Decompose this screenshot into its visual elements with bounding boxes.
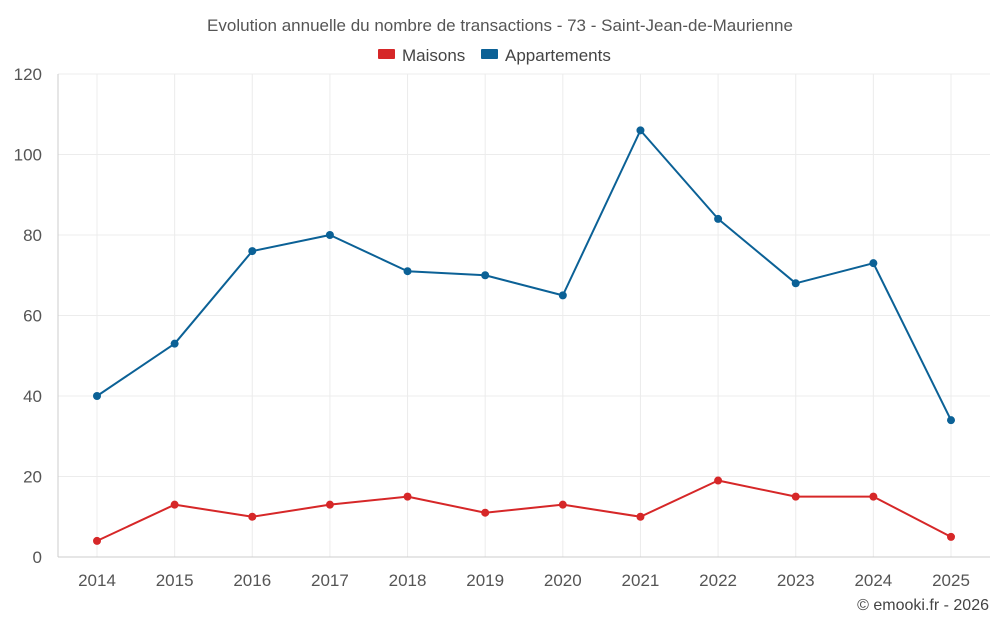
series xyxy=(93,126,955,545)
series-appartements xyxy=(93,126,955,425)
y-tick-label: 120 xyxy=(14,65,42,84)
y-tick-label: 40 xyxy=(23,387,42,406)
data-point-appartements[interactable] xyxy=(325,231,334,239)
data-point-appartements[interactable] xyxy=(869,259,878,268)
x-tick-label: 2022 xyxy=(699,571,737,590)
x-tick-label: 2016 xyxy=(233,571,271,590)
credit-text: © emooki.fr - 2026 xyxy=(857,597,989,614)
series-maisons xyxy=(93,476,955,545)
data-point-appartements[interactable] xyxy=(714,214,723,223)
x-tick-label: 2018 xyxy=(389,571,427,590)
y-tick-label: 20 xyxy=(23,468,42,487)
data-point-appartements[interactable] xyxy=(636,126,645,135)
y-tick-label: 100 xyxy=(14,146,42,165)
data-point-appartements[interactable] xyxy=(170,339,179,348)
y-tick-label: 60 xyxy=(23,307,42,326)
legend-label-appartements: Appartements xyxy=(505,46,611,65)
data-point-maisons[interactable] xyxy=(481,508,490,517)
data-point-appartements[interactable] xyxy=(791,279,800,288)
legend-swatch-maisons xyxy=(378,49,395,59)
series-line-maisons xyxy=(96,479,952,542)
y-tick-label: 0 xyxy=(33,548,42,567)
x-tick-label: 2020 xyxy=(544,571,582,590)
data-point-appartements[interactable] xyxy=(558,291,567,300)
data-point-maisons[interactable] xyxy=(947,532,955,541)
data-point-maisons[interactable] xyxy=(558,500,567,509)
data-point-maisons[interactable] xyxy=(714,476,723,485)
data-point-maisons[interactable] xyxy=(248,512,257,521)
data-point-maisons[interactable] xyxy=(791,492,800,501)
x-tick-label: 2024 xyxy=(854,571,892,590)
x-tick-label: 2021 xyxy=(622,571,660,590)
data-point-maisons[interactable] xyxy=(869,492,878,501)
legend-swatch-appartements xyxy=(481,49,498,59)
data-point-appartements[interactable] xyxy=(403,267,412,276)
data-point-appartements[interactable] xyxy=(93,392,101,400)
y-tick-label: 80 xyxy=(23,226,42,245)
data-point-appartements[interactable] xyxy=(248,247,257,256)
axes: 0 20 40 60 80 100 120 2014 2015 2016 2017 2018 2019 2… xyxy=(14,65,990,590)
grid xyxy=(58,73,990,557)
data-point-appartements[interactable] xyxy=(947,416,955,425)
x-tick-label: 2014 xyxy=(78,571,116,590)
legend-label-maisons: Maisons xyxy=(402,46,465,65)
data-point-maisons[interactable] xyxy=(403,492,412,501)
legend: Maisons Appartements xyxy=(378,46,611,65)
data-point-maisons[interactable] xyxy=(325,500,334,509)
chart-title: Evolution annuelle du nombre de transact… xyxy=(207,16,793,35)
series-line-appartements xyxy=(96,129,952,421)
legend-item-maisons[interactable]: Maisons xyxy=(378,46,465,65)
data-point-maisons[interactable] xyxy=(93,536,101,545)
x-tick-label: 2023 xyxy=(777,571,815,590)
x-tick-label: 2025 xyxy=(932,571,970,590)
data-point-appartements[interactable] xyxy=(481,271,490,280)
legend-item-appartements[interactable]: Appartements xyxy=(481,46,611,65)
x-tick-label: 2015 xyxy=(156,571,194,590)
data-point-maisons[interactable] xyxy=(170,500,179,509)
x-tick-label: 2019 xyxy=(466,571,504,590)
data-point-maisons[interactable] xyxy=(636,512,645,521)
x-tick-label: 2017 xyxy=(311,571,349,590)
